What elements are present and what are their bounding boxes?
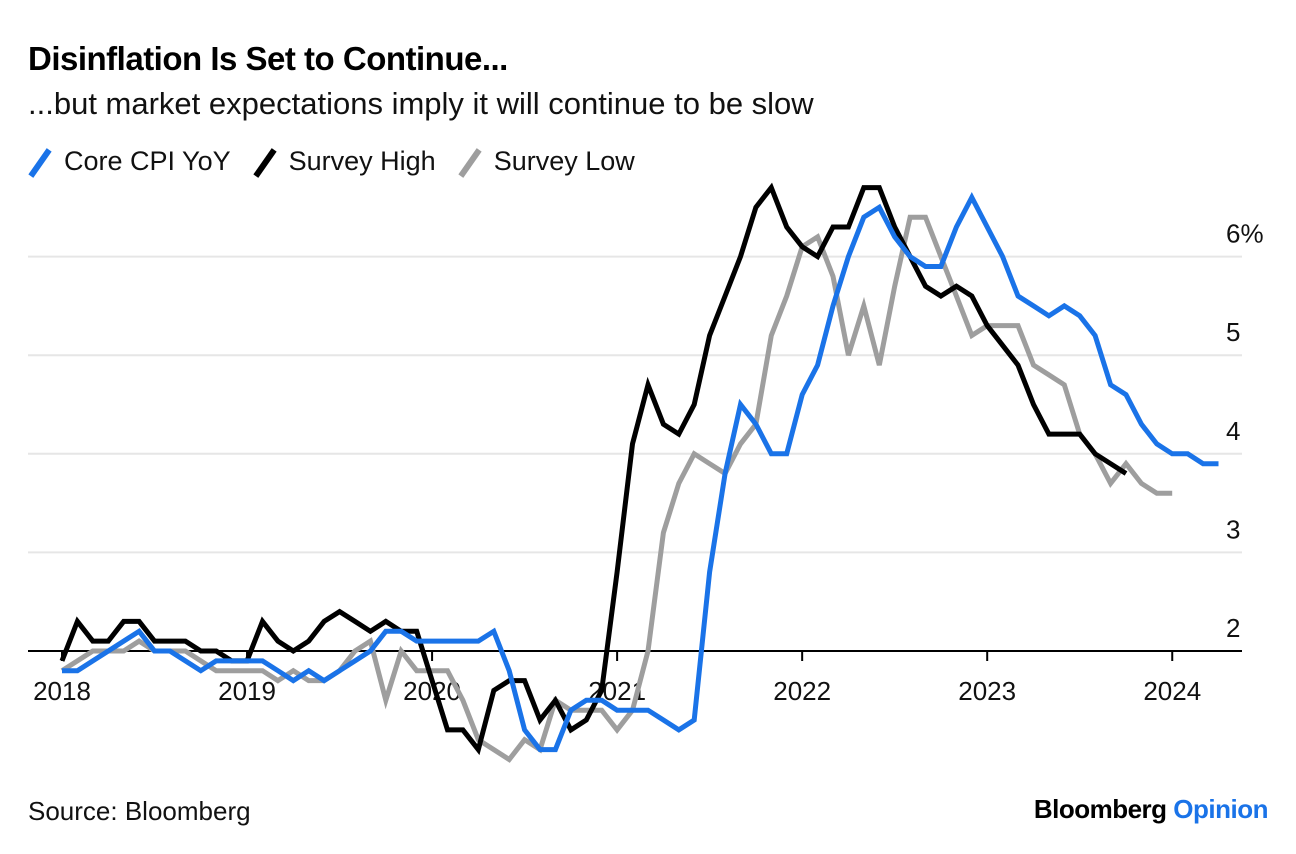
y-tick-label: 2 [1226, 613, 1240, 643]
y-tick-label: 5 [1226, 317, 1240, 347]
x-tick-label: 2022 [773, 676, 831, 706]
legend-label-survey-low: Survey Low [493, 146, 635, 176]
source-note: Source: Bloomberg [28, 796, 251, 826]
series-line-core-cpi-yoy [62, 191, 1219, 753]
chart-subtitle: ...but market expectations imply it will… [28, 86, 814, 121]
legend-label-core-cpi: Core CPI YoY [64, 146, 231, 176]
brand-accent: Opinion [1173, 794, 1268, 824]
legend-item-survey-low: Survey Low [458, 146, 635, 178]
legend-item-survey-high: Survey High [252, 146, 436, 178]
x-tick-label: 2024 [1143, 676, 1201, 706]
x-tick-label: 2019 [218, 676, 276, 706]
y-tick-label: 6% [1226, 219, 1264, 249]
legend-label-survey-high: Survey High [288, 146, 436, 176]
x-tick-label: 2018 [33, 676, 91, 706]
y-tick-label: 3 [1226, 514, 1240, 544]
chart-title: Disinflation Is Set to Continue... [28, 40, 508, 77]
series-line-survey-high [59, 182, 1128, 756]
chart-legend: Core CPI YoY Survey High Survey Low [28, 146, 657, 178]
brand-main: Bloomberg [1033, 794, 1167, 824]
legend-item-core-cpi: Core CPI YoY [28, 146, 231, 178]
brand-logo: Bloomberg Opinion [1033, 794, 1269, 825]
y-tick-label: 4 [1226, 416, 1240, 446]
x-tick-label: 2023 [958, 676, 1016, 706]
